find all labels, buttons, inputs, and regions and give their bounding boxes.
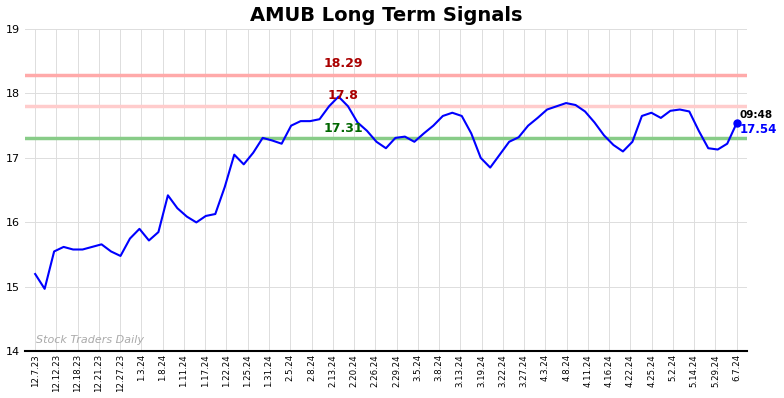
Text: Stock Traders Daily: Stock Traders Daily	[35, 335, 143, 345]
Text: 18.29: 18.29	[324, 57, 363, 70]
Text: 17.31: 17.31	[324, 122, 363, 135]
Title: AMUB Long Term Signals: AMUB Long Term Signals	[249, 6, 522, 25]
Text: 17.54: 17.54	[740, 123, 777, 136]
Text: 09:48: 09:48	[740, 110, 773, 120]
Text: 17.8: 17.8	[328, 90, 359, 102]
